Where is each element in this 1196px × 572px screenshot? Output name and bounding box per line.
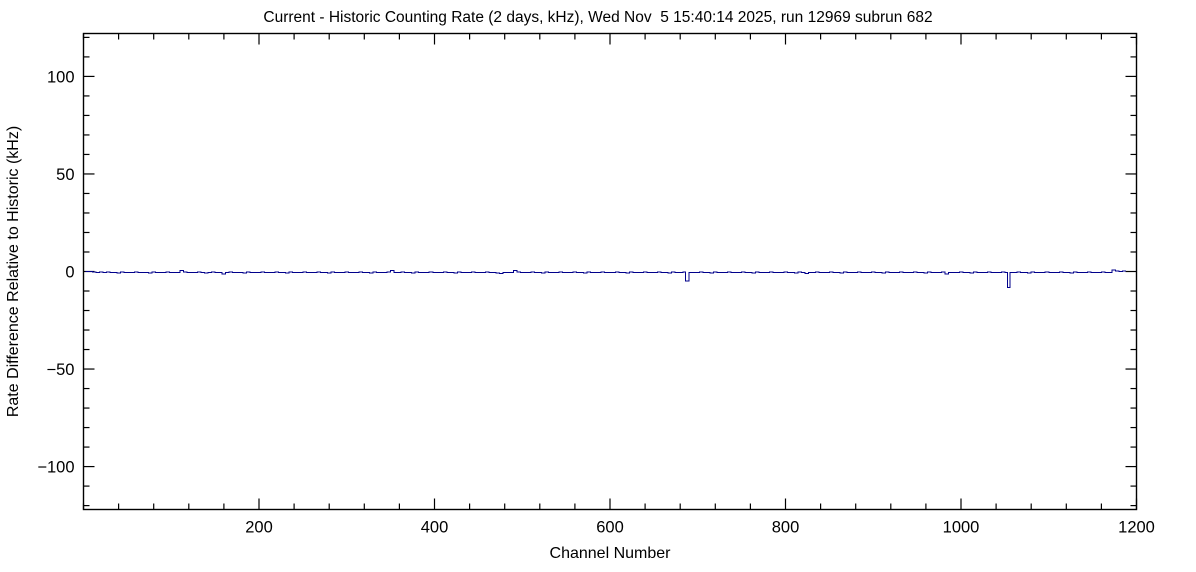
x-tick-label: 800: [772, 519, 800, 537]
y-tick-label: 100: [47, 68, 75, 86]
data-series-0: [85, 269, 1126, 288]
x-tick-label: 400: [421, 519, 449, 537]
x-axis-title: Channel Number: [550, 545, 672, 562]
y-tick-label: −100: [37, 459, 74, 477]
plot-frame: [82, 32, 1138, 511]
chart-title: Current - Historic Counting Rate (2 days…: [263, 9, 933, 26]
y-axis-title: Rate Difference Relative to Historic (kH…: [5, 126, 22, 417]
y-tick-label: 50: [56, 166, 74, 184]
y-tick-label: −50: [47, 361, 75, 379]
y-tick-label: 0: [65, 264, 74, 282]
x-tick-label: 600: [596, 519, 624, 537]
x-tick-label: 1200: [1118, 519, 1155, 537]
x-tick-label: 200: [245, 519, 273, 537]
x-tick-label: 1000: [943, 519, 980, 537]
